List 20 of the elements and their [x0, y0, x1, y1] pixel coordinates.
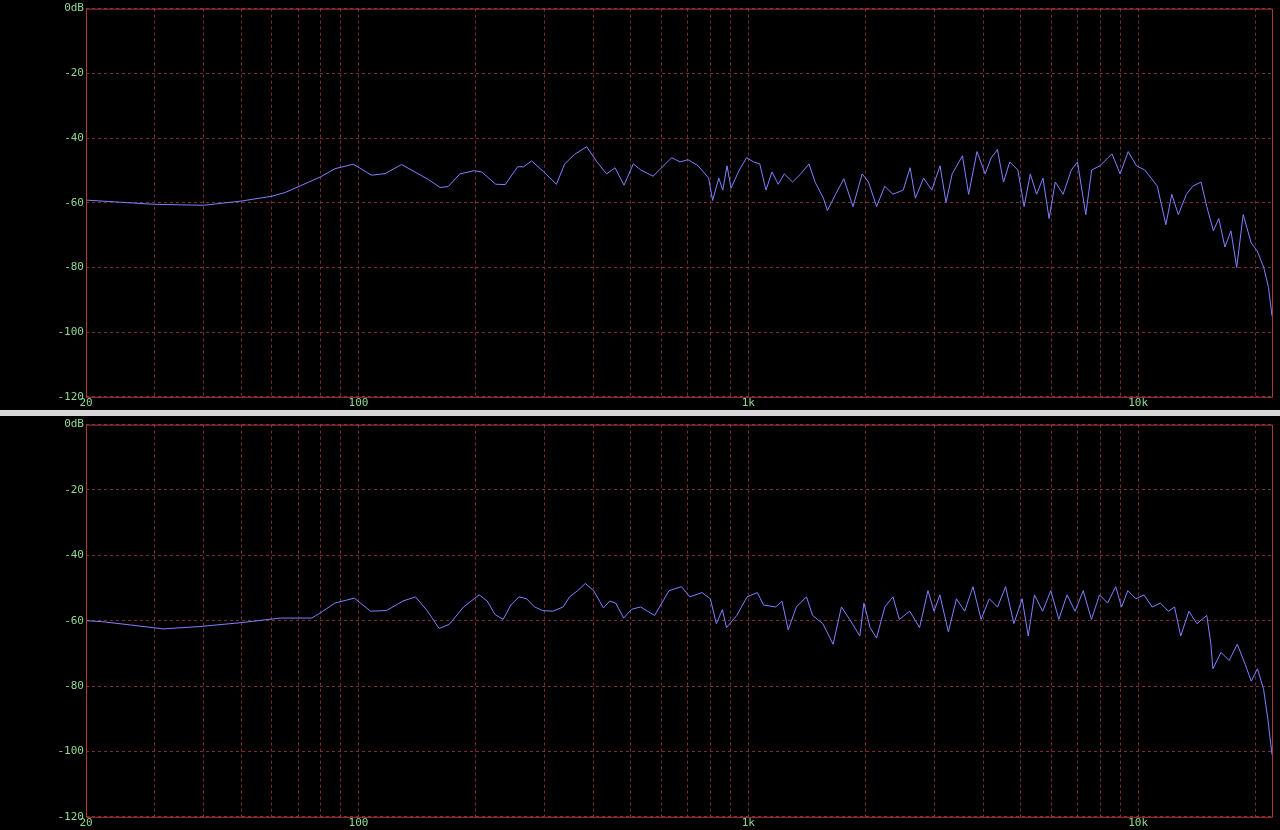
y-tick-label: -100: [57, 744, 84, 758]
y-tick-label: -40: [64, 548, 84, 562]
y-tick-label: 0dB: [64, 1, 85, 15]
y-tick-label: -80: [64, 678, 84, 692]
x-tick-label: 10k: [1128, 816, 1149, 830]
y-tick-label: -120: [57, 809, 84, 823]
y-tick-label: -20: [64, 66, 84, 80]
y-tick-label: -100: [57, 324, 84, 338]
y-tick-label: -20: [64, 482, 84, 496]
x-tick-label: 100: [348, 396, 369, 410]
x-tick-label: 1k: [741, 396, 756, 410]
x-tick-label: 1k: [741, 816, 756, 830]
x-tick-label: 100: [348, 816, 369, 830]
y-tick-label: -60: [64, 195, 84, 209]
y-tick-label: 0dB: [64, 417, 85, 431]
x-tick-label: 10k: [1128, 396, 1149, 410]
y-tick-label: -120: [57, 389, 84, 403]
y-tick-label: -60: [64, 613, 84, 627]
y-tick-label: -40: [64, 130, 84, 144]
y-tick-label: -80: [64, 260, 84, 274]
